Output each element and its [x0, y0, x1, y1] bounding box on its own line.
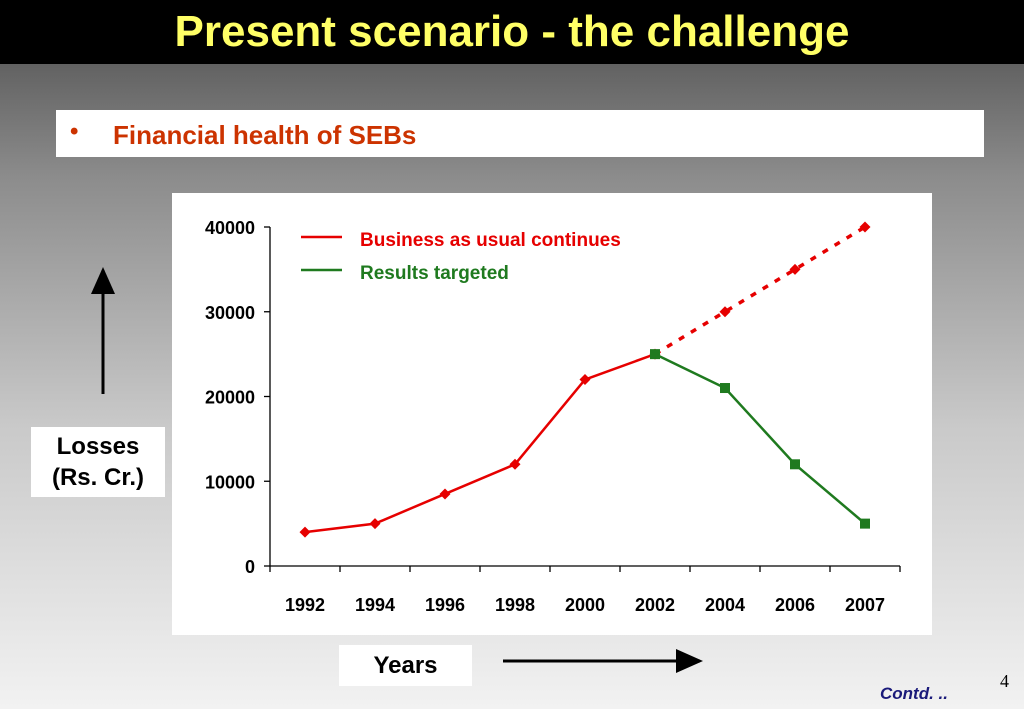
x-axis-label-box: Years: [339, 645, 472, 686]
y-tick-label: 10000: [205, 472, 255, 492]
line-chart: 0 10000 20000 30000 40000 1992 1994 1996 1998 200…: [205, 218, 901, 615]
x-tick-label: 1992: [285, 595, 325, 615]
x-tick-label: 2007: [845, 595, 885, 615]
y-tick-label: 30000: [205, 303, 255, 323]
data-point-square: [720, 383, 730, 394]
x-tick-label: 2002: [635, 595, 675, 615]
series-line-1: [654, 352, 866, 525]
data-point-diamond: [719, 306, 731, 318]
y-tick-label: 20000: [205, 388, 255, 408]
x-tick-label: 1998: [495, 595, 535, 615]
x-tick-label: 1996: [425, 595, 465, 615]
x-tick-label: 2004: [705, 595, 745, 615]
data-point-diamond: [299, 526, 311, 538]
x-tick-label: 2006: [775, 595, 815, 615]
data-point-diamond: [579, 374, 591, 386]
series-dashed-line-0: [654, 225, 866, 356]
y-tick-label: 40000: [205, 218, 255, 238]
chart-panel: 0 10000 20000 30000 40000 1992 1994 1996 1998 200…: [172, 193, 932, 635]
legend-label: Results targeted: [360, 263, 509, 284]
data-point-diamond: [439, 488, 451, 500]
continued-label: Contd. ..: [880, 684, 948, 703]
slide-title: Present scenario - the challenge: [174, 7, 850, 56]
data-point-square: [650, 349, 660, 360]
title-bar: Present scenario - the challenge: [0, 0, 1024, 64]
x-tick-label: 2000: [565, 595, 605, 615]
y-axis-label-line2: (Rs. Cr.): [51, 464, 144, 491]
data-point-square: [790, 459, 800, 470]
data-point-diamond: [859, 221, 871, 233]
data-point-square: [860, 518, 870, 529]
y-tick-label: 0: [245, 557, 255, 577]
series-line-0: [304, 352, 656, 534]
data-point-diamond: [369, 518, 381, 530]
x-tick-label: 1994: [355, 595, 395, 615]
y-axis-label-box: Losses (Rs. Cr.): [31, 427, 165, 497]
bullet-box: • Financial health of SEBs: [56, 110, 984, 157]
data-point-diamond: [789, 263, 801, 275]
legend-label: Business as usual continues: [360, 230, 621, 251]
bullet-dot: •: [70, 118, 79, 145]
y-axis-label-line1: Losses: [56, 433, 140, 460]
data-point-diamond: [509, 458, 521, 470]
x-axis-label: Years: [373, 652, 438, 679]
page-number: 4: [1000, 671, 1009, 691]
bullet-text: Financial health of SEBs: [113, 120, 417, 150]
